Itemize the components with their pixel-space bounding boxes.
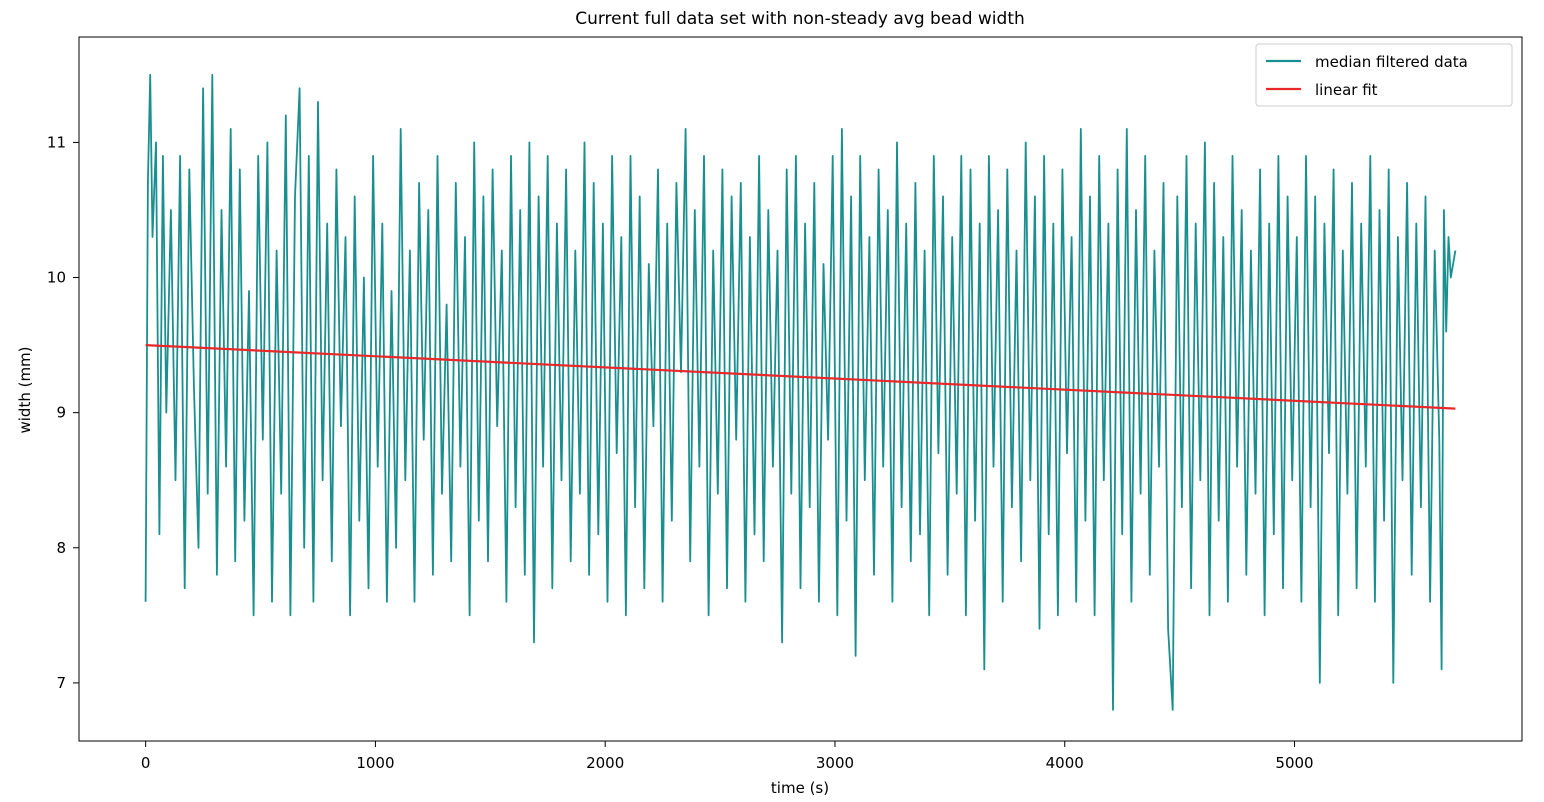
legend: median filtered data linear fit [1255,43,1513,107]
y-axis: 7 8 9 10 11 [47,133,79,692]
x-tick-label: 0 [141,754,151,772]
x-axis-label: time (s) [771,779,829,797]
x-tick-label: 5000 [1275,754,1313,772]
series-layer [144,73,1457,711]
x-tick-label: 1000 [356,754,394,772]
x-axis: 0 1000 2000 3000 4000 5000 [141,741,1314,772]
plot-area [78,36,1523,742]
linear-fit-line [145,344,1456,410]
chart-title: Current full data set with non-steady av… [575,9,1025,29]
legend-label-median-filtered-data: median filtered data [1315,53,1468,71]
x-tick-label: 3000 [816,754,854,772]
y-tick-label: 9 [56,404,66,422]
median-filtered-data-line [144,73,1457,711]
y-tick-label: 11 [47,133,66,151]
x-tick-label: 4000 [1046,754,1084,772]
plot-frame [78,36,1523,742]
y-tick-label: 7 [56,674,66,692]
y-tick-label: 10 [47,269,66,287]
y-axis-label: width (mm) [16,346,34,433]
legend-label-linear-fit: linear fit [1315,81,1378,99]
legend-box [1255,43,1513,107]
x-tick-label: 2000 [586,754,624,772]
y-tick-label: 8 [56,539,66,557]
